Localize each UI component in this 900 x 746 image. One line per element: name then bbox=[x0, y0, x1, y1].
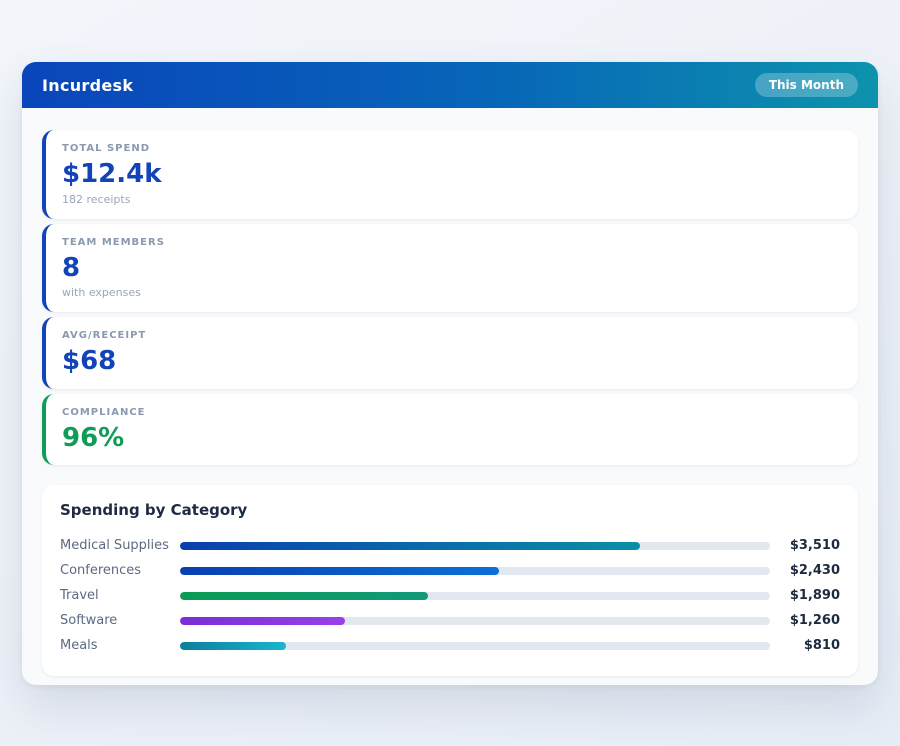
app-header: Incurdesk This Month bbox=[22, 62, 878, 108]
stat-card: TOTAL SPEND $12.4k 182 receipts bbox=[42, 130, 858, 219]
chart-row: Medical Supplies $3,510 bbox=[60, 533, 840, 558]
stat-value: $68 bbox=[62, 346, 117, 377]
category-value: $2,430 bbox=[789, 563, 840, 579]
period-badge[interactable]: This Month bbox=[754, 73, 858, 97]
chart-row: Travel $1,890 bbox=[60, 583, 840, 608]
stat-card: COMPLIANCE 96% bbox=[42, 393, 858, 466]
bar-track bbox=[180, 541, 770, 550]
chart-row: Software $1,260 bbox=[60, 608, 840, 633]
category-label: Software bbox=[60, 613, 118, 629]
chart-row: Conferences $2,430 bbox=[60, 558, 840, 583]
bar-fill bbox=[180, 566, 499, 575]
stat-label: TEAM MEMBERS bbox=[62, 236, 165, 248]
bar-track bbox=[180, 591, 770, 600]
dashboard-panel: Incurdesk This Month TOTAL SPEND $12.4k … bbox=[22, 62, 878, 685]
bar-track bbox=[180, 641, 770, 650]
stat-card: AVG/RECEIPT $68 bbox=[42, 317, 858, 389]
spending-chart-card: Spending by Category Medical Supplies $3… bbox=[42, 485, 858, 677]
category-label: Meals bbox=[60, 638, 98, 654]
category-value: $810 bbox=[803, 638, 840, 654]
category-label: Medical Supplies bbox=[60, 538, 169, 554]
bar-fill bbox=[180, 641, 287, 650]
app-title: Incurdesk bbox=[42, 75, 134, 95]
category-label: Travel bbox=[60, 588, 99, 604]
chart-title: Spending by Category bbox=[60, 501, 248, 520]
category-value: $1,260 bbox=[789, 613, 840, 629]
category-label: Conferences bbox=[60, 563, 142, 579]
stat-value: 8 bbox=[62, 252, 81, 283]
bar-fill bbox=[180, 616, 346, 625]
stats-section: TOTAL SPEND $12.4k 182 receipts TEAM MEM… bbox=[22, 108, 878, 466]
category-value: $3,510 bbox=[789, 538, 840, 554]
stat-value: $12.4k bbox=[62, 159, 162, 189]
stat-card: TEAM MEMBERS 8 with expenses bbox=[42, 223, 858, 313]
bar-fill bbox=[180, 541, 641, 550]
bar-fill bbox=[180, 591, 428, 600]
bar-track bbox=[180, 616, 770, 625]
chart-rows: Medical Supplies $3,510 Conferences $2,4… bbox=[60, 533, 840, 658]
stat-label: TOTAL SPEND bbox=[62, 143, 150, 154]
stat-label: COMPLIANCE bbox=[62, 406, 146, 418]
stat-value: 96% bbox=[62, 422, 125, 453]
bar-track bbox=[180, 566, 770, 575]
stat-subtext: 182 receipts bbox=[62, 192, 131, 206]
stat-label: AVG/RECEIPT bbox=[62, 330, 147, 342]
category-value: $1,890 bbox=[789, 588, 840, 604]
chart-row: Meals $810 bbox=[60, 633, 840, 658]
stat-subtext: with expenses bbox=[62, 286, 141, 300]
